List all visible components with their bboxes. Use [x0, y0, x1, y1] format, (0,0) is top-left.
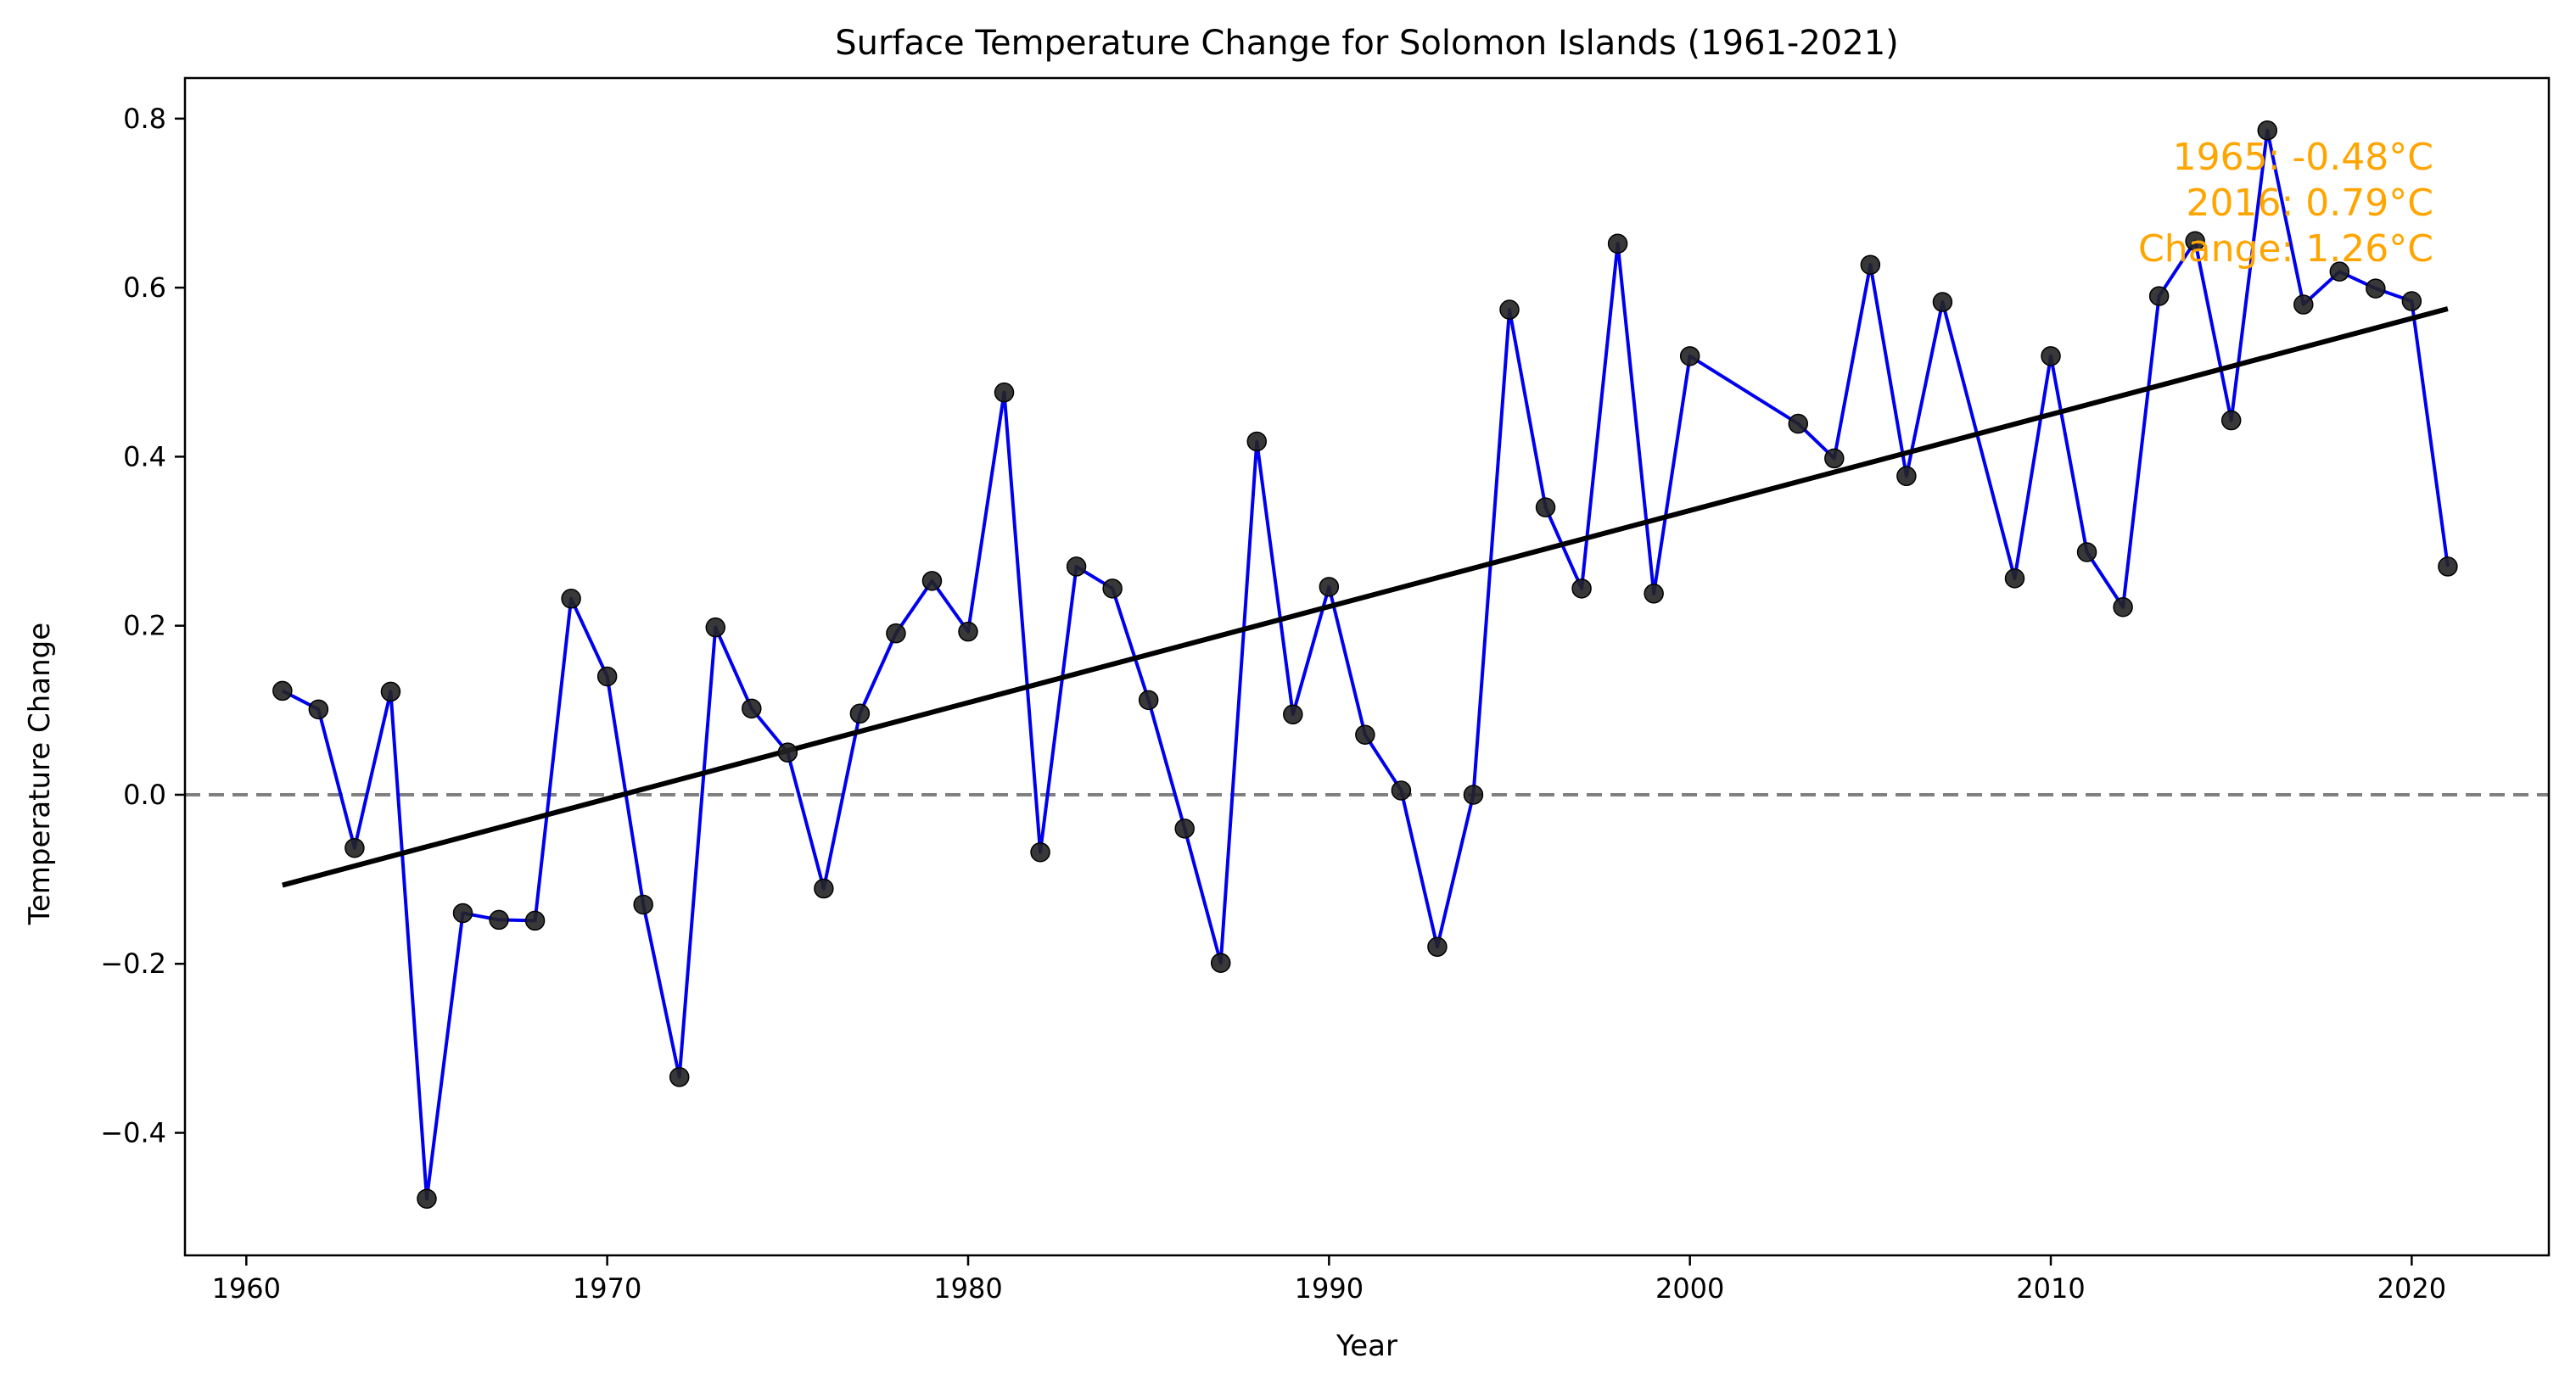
- data-point: [1066, 556, 1087, 577]
- y-tick-label: 0.8: [123, 103, 166, 135]
- temperature-series-line: [281, 128, 2450, 1201]
- data-point: [524, 910, 546, 931]
- data-point: [2438, 556, 2458, 577]
- data-point: [344, 837, 365, 858]
- data-point: [417, 1188, 437, 1209]
- data-point: [2004, 568, 2025, 589]
- x-tick-label: 1960: [212, 1272, 281, 1305]
- data-point: [1932, 292, 1953, 312]
- plot-frame: [183, 76, 2551, 1257]
- data-point: [1210, 953, 1231, 973]
- annotation-line: Change: 1.26°C: [2138, 227, 2433, 271]
- data-point: [777, 742, 798, 763]
- data-point: [1283, 704, 1303, 725]
- y-tick-label: −0.4: [100, 1117, 166, 1149]
- data-point: [1679, 346, 1700, 366]
- data-point: [1427, 936, 1448, 958]
- data-point: [1102, 578, 1123, 599]
- data-point: [742, 698, 762, 719]
- data-point: [2293, 294, 2314, 315]
- data-point: [1499, 299, 1520, 320]
- data-point: [2257, 120, 2277, 141]
- data-point: [1607, 233, 1628, 254]
- x-tick-label: 2010: [2016, 1272, 2085, 1305]
- y-tick-label: 0.4: [123, 440, 166, 472]
- y-tick-label: 0.0: [123, 779, 166, 811]
- annotation-line: 2016: 0.79°C: [2187, 182, 2433, 225]
- data-point: [1030, 841, 1050, 863]
- data-point: [2329, 261, 2350, 282]
- data-point: [2148, 286, 2170, 306]
- data-point: [1138, 690, 1159, 711]
- data-point: [2401, 291, 2422, 311]
- plot-area: 1960 1970 1980 1990 2000 2010 2020 −0.4 −0.2 0.0 0…: [100, 76, 2551, 1305]
- data-point: [1860, 254, 1881, 275]
- data-point: [1246, 431, 1268, 452]
- data-point: [1788, 413, 1809, 434]
- data-point: [921, 571, 943, 591]
- data-point: [705, 617, 726, 638]
- data-point: [1319, 577, 1340, 597]
- x-tick-label: 1990: [1295, 1272, 1364, 1305]
- data-point: [489, 909, 509, 931]
- x-axis-label: Year: [1336, 1329, 1397, 1363]
- data-point: [2076, 542, 2097, 562]
- data-point: [2220, 410, 2242, 431]
- data-point: [452, 903, 473, 924]
- data-point: [561, 589, 581, 609]
- data-point: [1391, 780, 1412, 801]
- y-tick-label: −0.2: [100, 947, 166, 980]
- data-point: [958, 621, 978, 642]
- data-point: [380, 681, 401, 702]
- data-point: [1355, 724, 1375, 745]
- x-tick-label: 1980: [933, 1272, 1002, 1305]
- data-point: [1174, 819, 1195, 839]
- trend-line: [282, 306, 2449, 888]
- x-tick-label: 2020: [2377, 1272, 2446, 1305]
- y-axis-label: Temperature Change: [23, 623, 57, 925]
- data-point: [2041, 346, 2061, 366]
- data-point: [2185, 231, 2205, 252]
- y-tick-label: 0.2: [123, 610, 166, 642]
- data-point: [596, 666, 618, 687]
- data-point: [994, 382, 1015, 403]
- x-tick-label: 1970: [573, 1272, 641, 1305]
- chart-title: Surface Temperature Change for Solomon I…: [835, 24, 1899, 63]
- data-point: [2113, 597, 2133, 618]
- data-point: [1571, 578, 1592, 599]
- data-point: [814, 878, 834, 899]
- data-point: [272, 680, 293, 701]
- data-point: [1824, 448, 1845, 469]
- data-point: [1463, 785, 1484, 805]
- data-point: [1644, 584, 1664, 604]
- data-point: [633, 894, 653, 915]
- data-point: [1535, 497, 1556, 517]
- data-point: [1896, 466, 1917, 487]
- data-point: [669, 1067, 690, 1087]
- data-point: [308, 699, 329, 720]
- y-tick-label: 0.6: [123, 271, 166, 304]
- data-point: [886, 623, 906, 644]
- data-point: [849, 703, 871, 724]
- x-tick-label: 2000: [1655, 1272, 1724, 1305]
- data-point: [2366, 278, 2386, 299]
- annotation-line: 1965: -0.48°C: [2173, 136, 2433, 179]
